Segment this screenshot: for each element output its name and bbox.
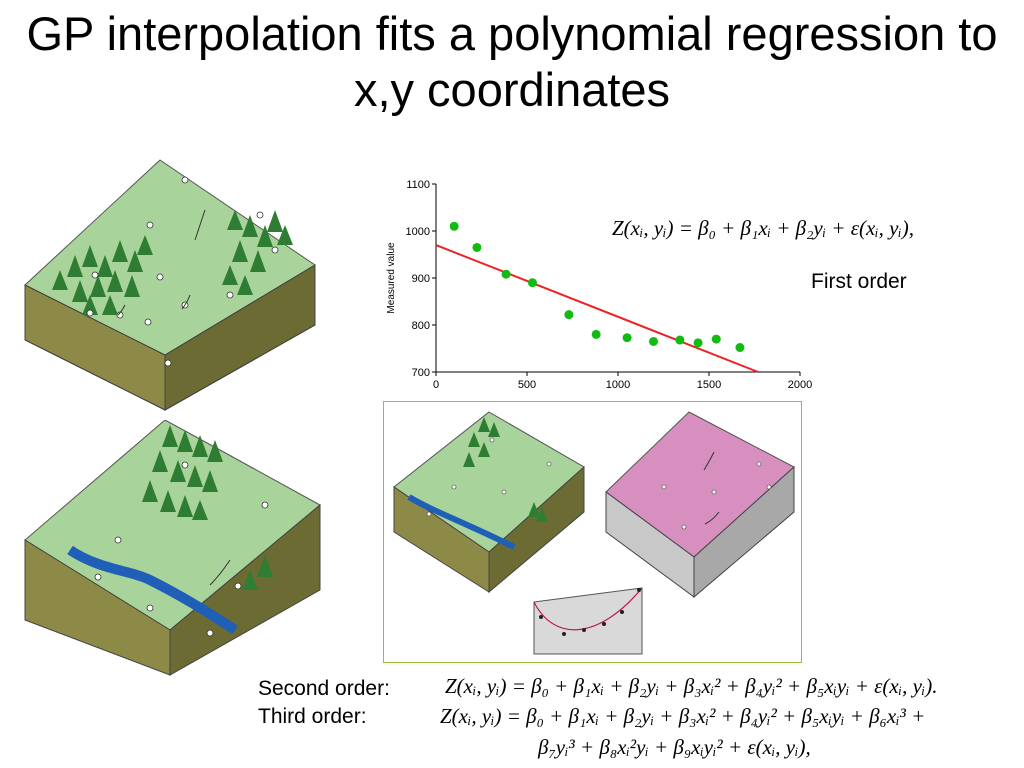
terrain-block-top-illustration bbox=[24, 159, 316, 411]
page-title: GP interpolation fits a polynomial regre… bbox=[26, 7, 998, 116]
y-tick-label: 1000 bbox=[406, 226, 430, 238]
second-order-label: Second order: bbox=[258, 677, 390, 700]
data-point bbox=[693, 338, 703, 348]
data-point bbox=[591, 329, 601, 339]
first-order-equation: Z(xᵢ, yᵢ) = β₀ + β₁xᵢ + β₂yᵢ + ε(xᵢ, yᵢ)… bbox=[612, 216, 914, 240]
x-tick-label: 500 bbox=[518, 379, 536, 391]
data-point bbox=[472, 242, 482, 252]
first-order-label: First order bbox=[811, 270, 907, 293]
third-order-label: Third order: bbox=[258, 705, 367, 728]
scatter-chart: Measured value 0 500 1000 1500 2000 700 800 900… bbox=[378, 172, 818, 394]
panel-terrain-green bbox=[393, 411, 585, 594]
second-order-illustration-panel bbox=[383, 401, 802, 663]
panel-terrain-pink bbox=[605, 411, 795, 599]
terrain-block-bottom-illustration bbox=[24, 420, 321, 676]
panel-curve-profile bbox=[533, 587, 643, 655]
trend-line bbox=[435, 244, 759, 373]
y-axis-label: Measured value bbox=[386, 242, 397, 314]
x-tick-label: 0 bbox=[433, 379, 439, 391]
data-point bbox=[564, 310, 574, 320]
third-order-equation-line1: Z(xᵢ, yᵢ) = β₀ + β₁xᵢ + β₂yᵢ + β₃xᵢ² + β… bbox=[440, 704, 926, 728]
third-order-equation-line2: β₇yᵢ³ + β₈xᵢ²yᵢ + β₉xᵢyᵢ² + ε(xᵢ, yᵢ), bbox=[538, 735, 811, 759]
x-tick-label: 1000 bbox=[606, 379, 630, 391]
y-tick-label: 900 bbox=[412, 273, 430, 285]
data-point bbox=[527, 278, 537, 288]
data-point bbox=[735, 343, 745, 353]
panel-illustrations bbox=[393, 411, 795, 655]
data-point bbox=[449, 221, 459, 231]
scatter-chart-svg: Measured value 0 500 1000 1500 2000 700 800 900… bbox=[386, 179, 812, 391]
y-tick-label: 800 bbox=[412, 320, 430, 332]
x-tick-label: 1500 bbox=[697, 379, 721, 391]
data-point bbox=[622, 333, 632, 343]
y-tick-label: 700 bbox=[412, 367, 430, 379]
y-tick-label: 1100 bbox=[406, 179, 430, 191]
data-point bbox=[648, 336, 658, 346]
second-order-equation: Z(xᵢ, yᵢ) = β₀ + β₁xᵢ + β₂yᵢ + β₃xᵢ² + β… bbox=[445, 674, 938, 698]
x-tick-label: 2000 bbox=[788, 379, 812, 391]
data-point bbox=[501, 269, 511, 279]
data-point bbox=[711, 334, 721, 344]
data-point bbox=[675, 335, 685, 345]
